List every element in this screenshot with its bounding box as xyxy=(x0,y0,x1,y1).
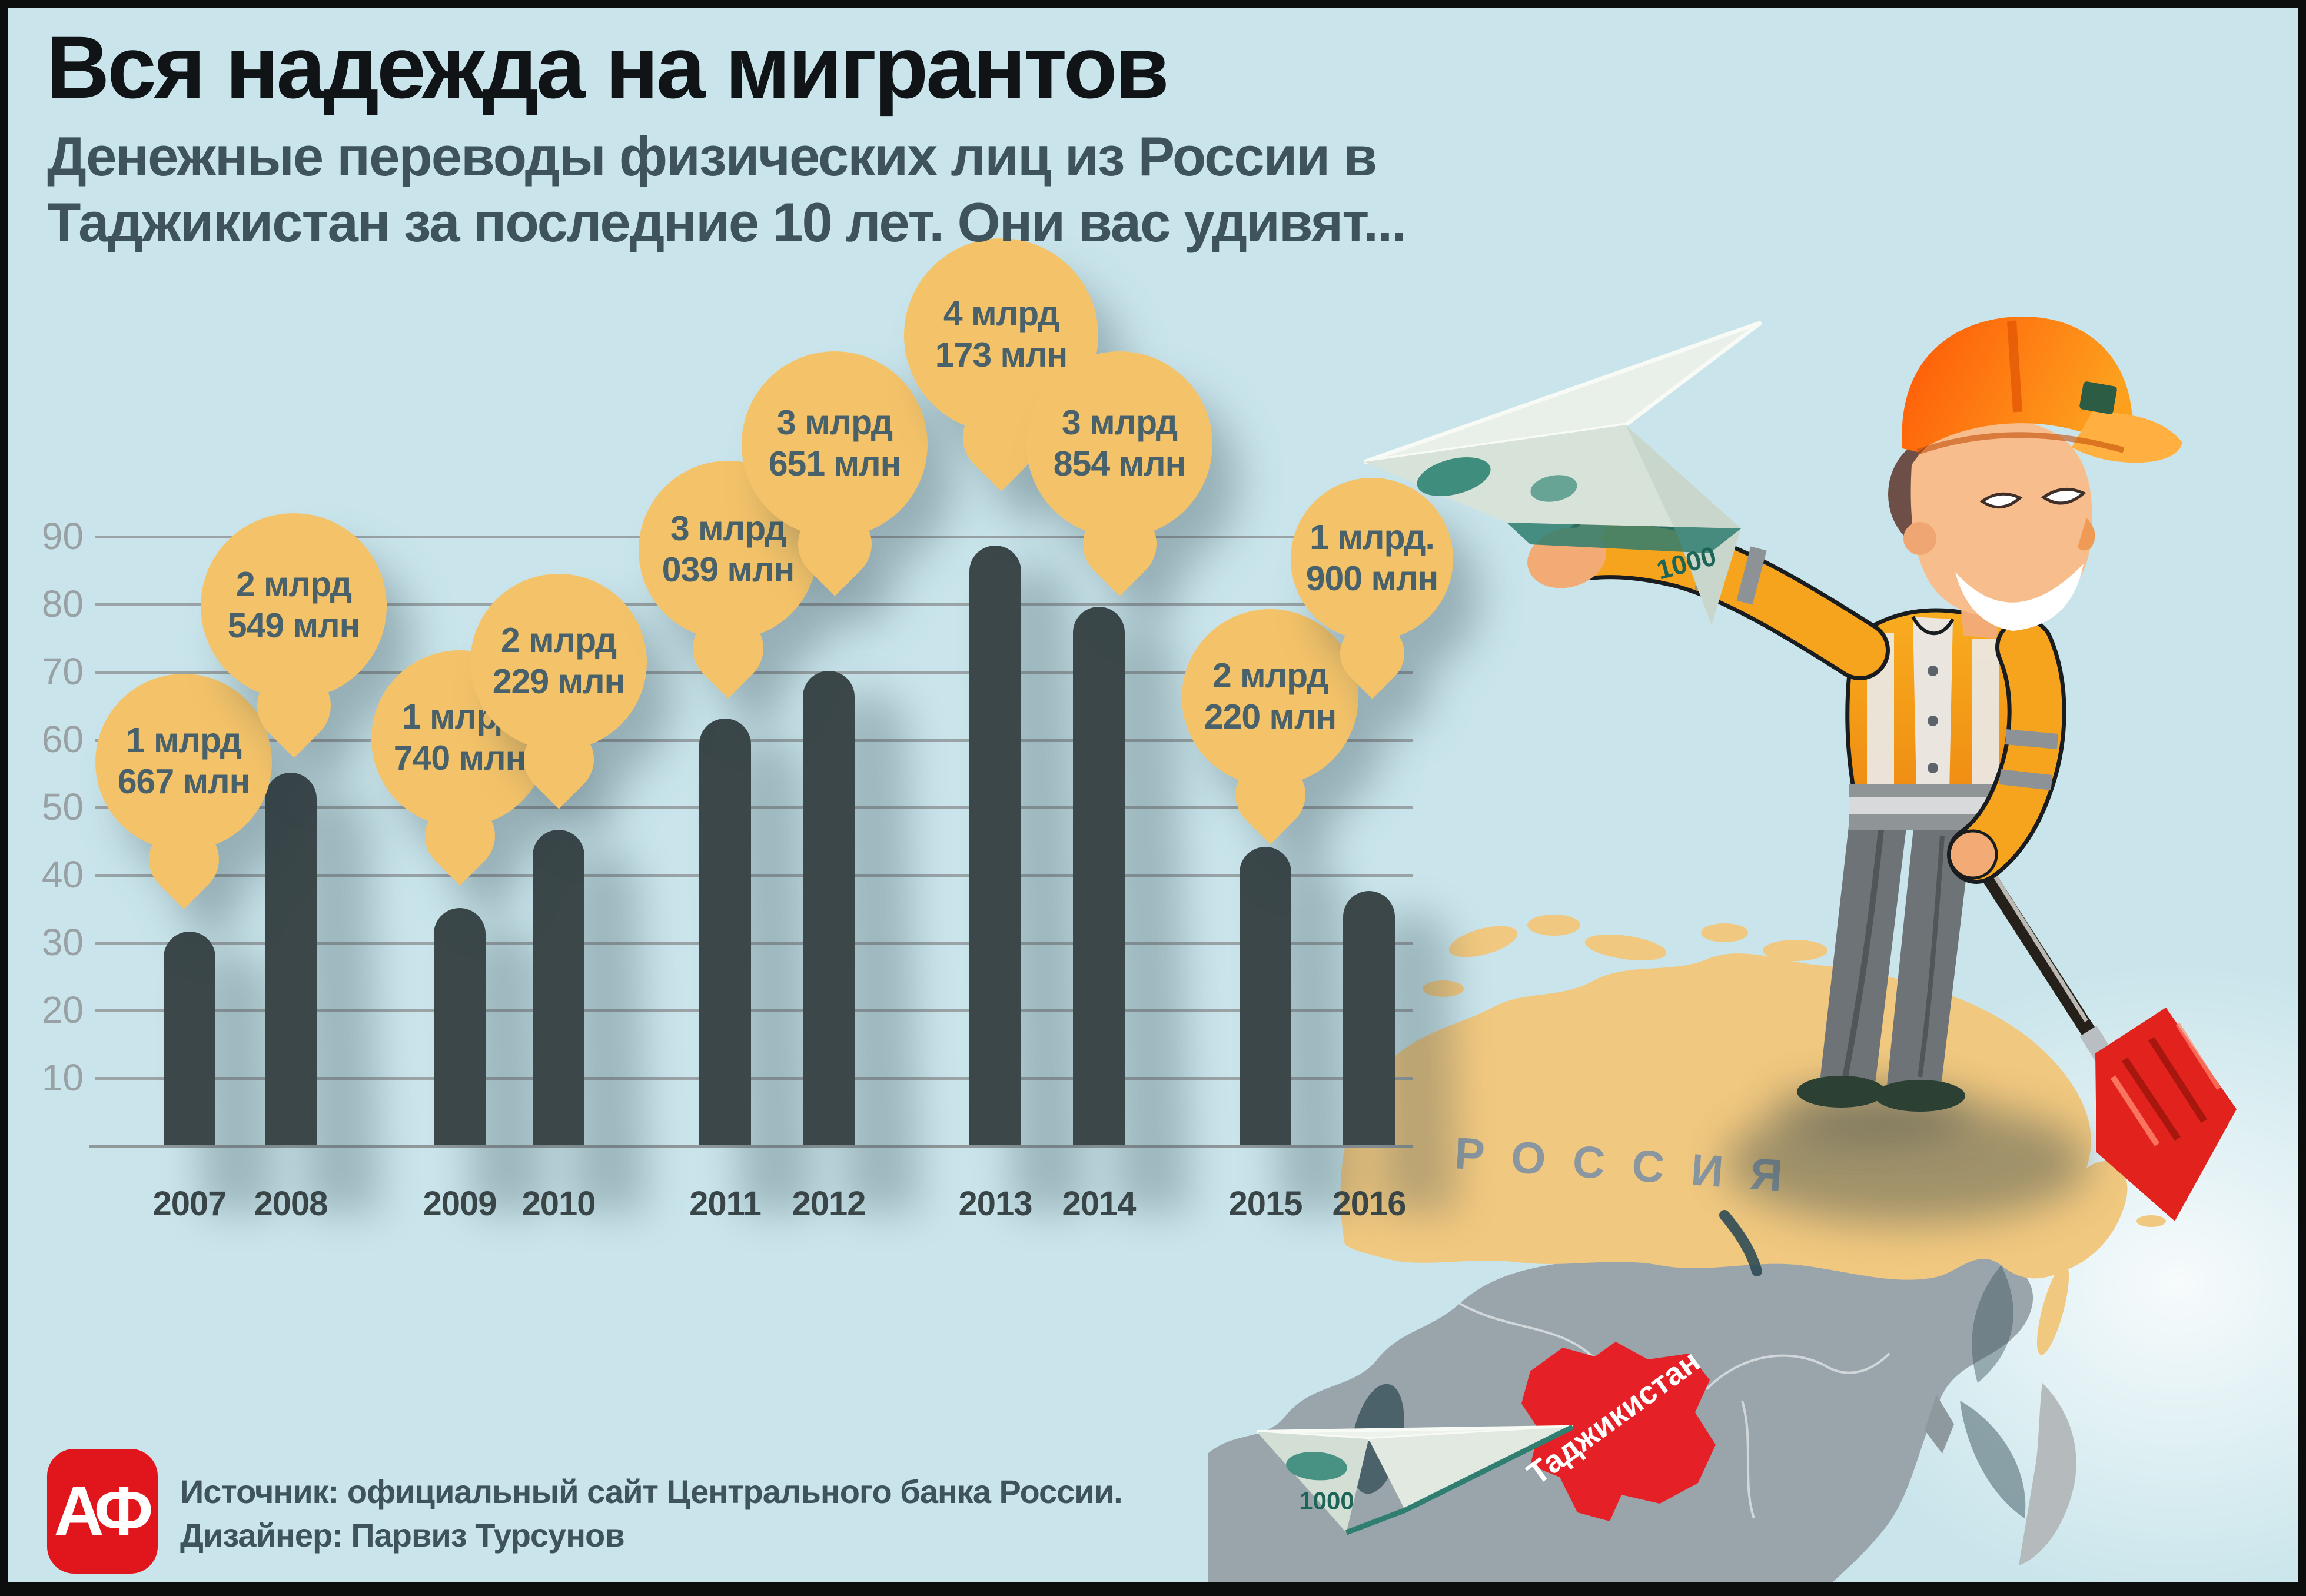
x-axis-label-2008: 2008 xyxy=(254,1185,328,1223)
frame-right xyxy=(2298,0,2306,1596)
y-axis-tick-label: 10 xyxy=(41,1056,84,1099)
bar-2015 xyxy=(1240,847,1291,1145)
x-axis-baseline xyxy=(89,1145,1413,1148)
y-axis-tick-label: 40 xyxy=(41,853,84,896)
footer: АФ Источник: официальный сайт Центрально… xyxy=(47,1449,1123,1574)
page-title: Вся надежда на мигрантов xyxy=(46,18,1169,117)
bubble-label-line1: 4 млрд xyxy=(943,294,1059,333)
bar-2010 xyxy=(533,830,584,1145)
gridline-50 xyxy=(95,806,1413,809)
bubble-label-line2: 229 млн xyxy=(492,662,626,701)
bubble-label-line1: 2 млрд xyxy=(500,621,617,660)
value-bubble-tail xyxy=(410,786,510,886)
bubble-label-line2: 900 млн xyxy=(1305,559,1439,598)
value-bubble-circle xyxy=(904,238,1098,433)
gridline-90 xyxy=(95,536,1413,538)
value-bubble-tail xyxy=(1067,492,1172,597)
gridline-20 xyxy=(95,1009,1413,1012)
frame-bottom xyxy=(0,1582,2306,1596)
x-axis-label-2011: 2011 xyxy=(689,1185,762,1223)
value-bubble-circle xyxy=(95,674,272,850)
value-bubble-label: 2 млрд 220 млн xyxy=(1182,655,1358,737)
x-axis-label-2012: 2012 xyxy=(792,1185,866,1223)
value-bubble-tail xyxy=(241,654,346,759)
value-bubble-tail xyxy=(678,598,778,699)
x-axis-label-2010: 2010 xyxy=(521,1185,596,1223)
value-bubble-label: 3 млрд 651 млн xyxy=(742,402,928,484)
x-axis-label-2007: 2007 xyxy=(152,1185,227,1223)
value-bubble-label: 4 млрд 173 млн xyxy=(904,293,1098,375)
bar-2014 xyxy=(1073,606,1125,1145)
value-bubble-tail xyxy=(509,710,609,810)
value-bubble-tail xyxy=(1220,745,1320,845)
y-axis-tick-label: 50 xyxy=(41,786,84,828)
footer-credits: Источник: официальный сайт Центрального … xyxy=(180,1449,1123,1557)
page-subtitle-line2: Таджикистан за последние 10 лет. Они вас… xyxy=(47,191,1407,253)
y-axis-tick-label: 60 xyxy=(41,718,84,760)
frame-left xyxy=(0,0,8,1596)
bubble-label-line2: 651 млн xyxy=(768,444,902,483)
bubble-label-line2: 549 млн xyxy=(227,606,361,645)
gridline-70 xyxy=(95,671,1413,674)
page-subtitle: Денежные переводы физических лиц из Росс… xyxy=(47,124,1407,255)
gridline-40 xyxy=(95,874,1413,877)
value-bubble-circle xyxy=(742,351,928,537)
bubble-label-line2: 667 млн xyxy=(117,762,251,801)
publisher-logo: АФ xyxy=(47,1449,158,1574)
y-axis-tick-label: 80 xyxy=(41,583,84,625)
value-bubble-label: 3 млрд 854 млн xyxy=(1026,402,1212,484)
bubble-label-line1: 2 млрд xyxy=(1212,656,1328,695)
bubble-label-line1: 2 млрд xyxy=(235,565,352,604)
x-axis-label-2014: 2014 xyxy=(1062,1185,1136,1223)
value-bubble-label: 1 млрд 667 млн xyxy=(95,720,272,802)
value-bubble-circle xyxy=(1026,351,1212,537)
x-axis-label-2015: 2015 xyxy=(1228,1185,1302,1223)
bubble-label-line2: 039 млн xyxy=(662,550,795,589)
y-axis-tick-label: 70 xyxy=(41,650,84,693)
y-axis-tick-label: 30 xyxy=(41,921,84,963)
designer-line: Дизайнер: Парвиз Турсунов xyxy=(180,1517,625,1554)
bar-2012 xyxy=(803,671,855,1145)
publisher-logo-monogram: АФ xyxy=(54,1472,154,1550)
bar-2011 xyxy=(699,718,751,1145)
x-axis-label-2013: 2013 xyxy=(958,1185,1032,1223)
value-bubble-circle xyxy=(1291,478,1453,640)
gridline-60 xyxy=(95,739,1413,742)
bubble-label-line2: 854 млн xyxy=(1053,444,1187,483)
x-axis-label-2016: 2016 xyxy=(1332,1185,1406,1223)
bar-2007 xyxy=(164,931,215,1145)
value-bubble-label: 3 млрд 039 млн xyxy=(639,508,818,590)
value-bubble-tail xyxy=(1326,608,1418,699)
value-bubble-tail xyxy=(134,810,234,910)
value-bubble-tail xyxy=(947,383,1055,492)
bar-2013 xyxy=(969,546,1021,1145)
bar-2016 xyxy=(1343,890,1395,1145)
y-axis-tick-label: 20 xyxy=(41,989,84,1031)
bubble-label-line2: 220 млн xyxy=(1204,697,1337,736)
value-bubble-label: 1 млрд. 900 млн xyxy=(1291,517,1453,599)
value-bubble-circle xyxy=(470,574,647,750)
bubble-label-line2: 173 млн xyxy=(935,335,1068,374)
bubble-label-line2: 740 млн xyxy=(393,739,527,777)
bubble-label-line1: 1 млрд xyxy=(401,697,518,736)
page-subtitle-line1: Денежные переводы физических лиц из Росс… xyxy=(47,125,1377,187)
value-bubble-tail xyxy=(782,492,887,597)
x-axis-label-2009: 2009 xyxy=(423,1185,497,1223)
value-bubble-circle xyxy=(639,461,818,640)
gridline-80 xyxy=(95,603,1413,606)
bubble-label-line1: 3 млрд xyxy=(1061,403,1178,442)
bubble-label-line1: 3 млрд xyxy=(670,509,786,548)
bubble-label-line1: 3 млрд xyxy=(776,403,893,442)
value-bubble-circle xyxy=(1182,609,1358,786)
source-line: Источник: официальный сайт Центрального … xyxy=(180,1473,1123,1510)
value-bubble-label: 2 млрд 229 млн xyxy=(470,620,647,702)
bar-2008 xyxy=(265,772,317,1145)
gridline-10 xyxy=(95,1077,1413,1080)
gridline-30 xyxy=(95,942,1413,945)
y-axis-tick-label: 90 xyxy=(41,515,84,557)
frame-top xyxy=(0,0,2306,8)
value-bubble-label: 1 млрд 740 млн xyxy=(371,696,548,779)
bar-2009 xyxy=(434,907,486,1145)
